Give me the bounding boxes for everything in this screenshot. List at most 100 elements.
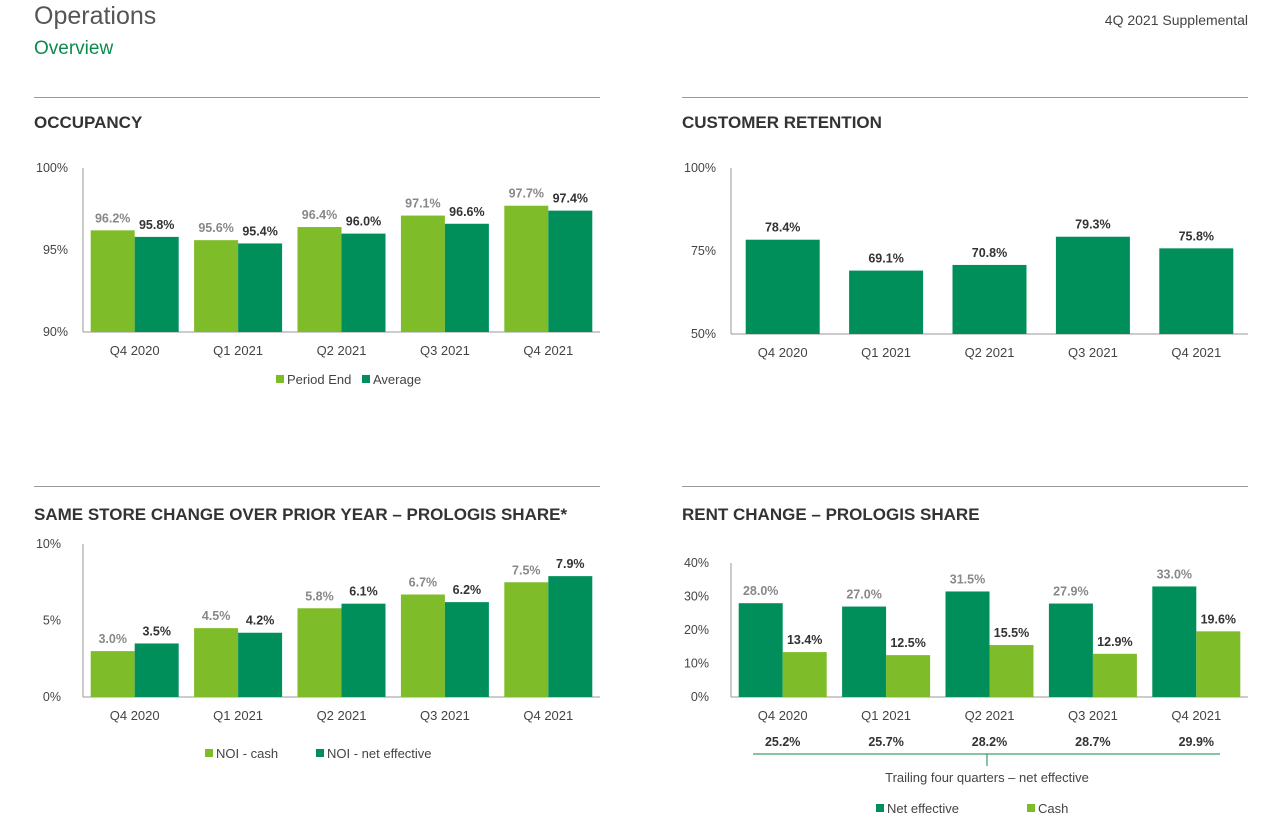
occupancy-data-label: 96.6% [449, 205, 484, 219]
same-store-bar [238, 632, 283, 697]
retention-bar [849, 270, 924, 334]
occupancy-data-label: 96.2% [95, 211, 130, 225]
same-store-legend-label: NOI - net effective [327, 746, 432, 761]
occupancy-legend-swatch [362, 375, 370, 383]
occupancy-category-label: Q3 2021 [420, 343, 470, 358]
rent-change-chart-title: RENT CHANGE – PROLOGIS SHARE [682, 505, 980, 524]
same-store-category-label: Q3 2021 [420, 708, 470, 723]
rent-change-bar [842, 606, 887, 697]
rent-change-bar [782, 652, 827, 697]
same-store-data-label: 3.0% [98, 632, 127, 646]
retention-bar [745, 239, 820, 334]
occupancy-y-tick-label: 90% [43, 325, 68, 339]
occupancy-legend-label: Average [373, 372, 421, 387]
rent-change-y-tick-label: 0% [691, 690, 709, 704]
retention-category-label: Q4 2020 [758, 345, 808, 360]
rent-change-bar [1196, 631, 1241, 697]
occupancy-bar [444, 223, 489, 332]
rent-change-trailing-value: 28.2% [972, 735, 1007, 749]
occupancy-bar [341, 233, 386, 332]
retention-data-label: 70.8% [972, 246, 1007, 260]
occupancy-data-label: 97.4% [553, 192, 588, 206]
rent-change-data-label: 28.0% [743, 584, 778, 598]
occupancy-category-label: Q4 2021 [523, 343, 573, 358]
divider-rent-change [682, 486, 1248, 487]
retention-category-label: Q1 2021 [861, 345, 911, 360]
same-store-y-tick-label: 5% [43, 614, 61, 628]
same-store-bar [90, 651, 135, 697]
retention-data-label: 75.8% [1179, 229, 1214, 243]
same-store-bar [400, 594, 445, 697]
occupancy-bar [134, 236, 179, 332]
rent-change-category-label: Q4 2020 [758, 708, 808, 723]
rent-change-data-label: 12.9% [1097, 635, 1132, 649]
rent-change-data-label: 27.0% [846, 588, 881, 602]
rent-change-trailing-value: 29.9% [1179, 735, 1214, 749]
rent-change-bar [989, 645, 1034, 697]
rent-change-legend-label: Net effective [887, 801, 959, 816]
same-store-y-tick-label: 0% [43, 690, 61, 704]
same-store-data-label: 3.5% [142, 624, 171, 638]
same-store-data-label: 4.5% [202, 609, 231, 623]
occupancy-bar [504, 205, 549, 332]
rent-change-category-label: Q4 2021 [1171, 708, 1221, 723]
retention-data-label: 78.4% [765, 221, 800, 235]
same-store-legend-swatch [316, 749, 324, 757]
same-store-data-label: 7.5% [512, 563, 541, 577]
retention-y-tick-label: 100% [684, 161, 716, 175]
divider-same-store [34, 486, 600, 487]
page-title: Operations [34, 2, 157, 30]
occupancy-bar [194, 240, 239, 332]
same-store-bar [444, 602, 489, 697]
rent-change-legend-swatch [1027, 804, 1035, 812]
same-store-bar [297, 608, 342, 697]
occupancy-data-label: 95.8% [139, 218, 174, 232]
rent-change-bar [945, 591, 990, 697]
rent-change-data-label: 31.5% [950, 572, 985, 586]
rent-change-category-label: Q1 2021 [861, 708, 911, 723]
rent-change-bar [1048, 603, 1093, 697]
same-store-bar [548, 576, 593, 697]
retention-chart-title: CUSTOMER RETENTION [682, 113, 882, 132]
occupancy-data-label: 95.6% [198, 221, 233, 235]
retention-y-tick-label: 50% [691, 327, 716, 341]
retention-data-label: 69.1% [868, 252, 903, 266]
rent-change-trailing-value: 28.7% [1075, 735, 1110, 749]
same-store-category-label: Q2 2021 [317, 708, 367, 723]
rent-change-y-tick-label: 40% [684, 556, 709, 570]
occupancy-data-label: 97.1% [405, 197, 440, 211]
occupancy-bar [548, 210, 593, 332]
same-store-y-tick-label: 10% [36, 537, 61, 551]
rent-change-data-label: 19.6% [1201, 612, 1236, 626]
occupancy-data-label: 97.7% [509, 187, 544, 201]
same-store-data-label: 6.2% [453, 583, 482, 597]
rent-change-y-tick-label: 20% [684, 623, 709, 637]
occupancy-bar [297, 227, 342, 332]
rent-change-bar [886, 655, 931, 697]
rent-change-bar [738, 603, 783, 697]
retention-category-label: Q3 2021 [1068, 345, 1118, 360]
rent-change-trailing-label: Trailing four quarters – net effective [885, 770, 1089, 785]
occupancy-category-label: Q4 2020 [110, 343, 160, 358]
same-store-data-label: 7.9% [556, 557, 585, 571]
rent-change-data-label: 27.9% [1053, 585, 1088, 599]
same-store-bar [504, 582, 549, 697]
divider-occupancy [34, 97, 600, 98]
same-store-data-label: 4.2% [246, 614, 275, 628]
occupancy-y-tick-label: 100% [36, 161, 68, 175]
retention-category-label: Q2 2021 [965, 345, 1015, 360]
retention-bar [1159, 248, 1234, 334]
occupancy-data-label: 95.4% [242, 224, 277, 238]
rent-change-data-label: 15.5% [994, 626, 1029, 640]
rent-change-data-label: 33.0% [1157, 567, 1192, 581]
same-store-chart-title: SAME STORE CHANGE OVER PRIOR YEAR – PROL… [34, 505, 568, 524]
same-store-data-label: 6.7% [409, 575, 438, 589]
retention-bar [952, 264, 1027, 334]
same-store-category-label: Q4 2021 [523, 708, 573, 723]
same-store-data-label: 5.8% [305, 589, 334, 603]
document-label: 4Q 2021 Supplemental [1104, 12, 1248, 28]
occupancy-legend-label: Period End [287, 372, 351, 387]
retention-bar [1055, 236, 1130, 334]
same-store-data-label: 6.1% [349, 585, 378, 599]
